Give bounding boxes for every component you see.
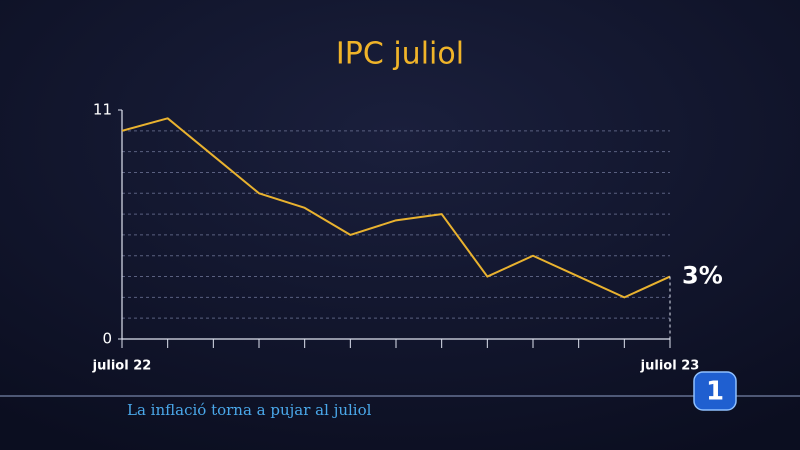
x-tick-label: juliol 22	[92, 359, 152, 374]
value-label: 3%	[682, 262, 723, 290]
channel-logo-text: 1	[706, 377, 724, 407]
series-line	[121, 117, 671, 299]
chart-title: IPC juliol	[336, 37, 464, 72]
channel-logo	[693, 371, 737, 411]
x-tick-label: juliol 23	[640, 359, 700, 374]
caption: La inflació torna a pujar al juliol	[127, 401, 372, 419]
y-tick-label: 11	[93, 101, 112, 119]
plot: 0 11 juliol 22 juliol 23 3%	[92, 101, 723, 374]
y-tick-label: 0	[102, 330, 112, 348]
